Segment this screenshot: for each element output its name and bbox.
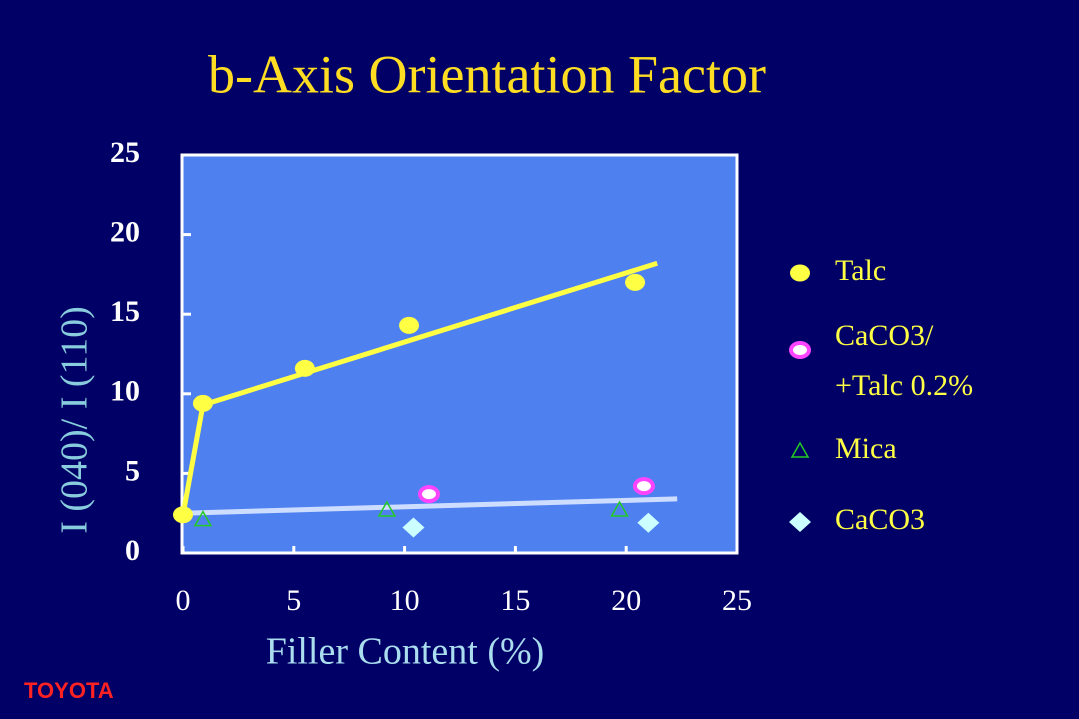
marker xyxy=(789,341,811,359)
x-tick-label: 5 xyxy=(286,584,301,617)
marker xyxy=(402,517,425,538)
marker xyxy=(637,512,660,533)
x-tick-label: 0 xyxy=(176,584,191,617)
legend-label: Talc xyxy=(835,254,886,287)
marker xyxy=(173,506,193,524)
x-tick-label: 15 xyxy=(500,584,530,617)
logo: TOYOTA xyxy=(24,678,114,703)
x-tick-label: 20 xyxy=(611,584,641,617)
y-tick-label: 0 xyxy=(125,534,140,567)
legend-label: CaCO3 xyxy=(835,503,925,536)
marker xyxy=(294,359,315,377)
marker xyxy=(790,441,810,458)
y-tick-label: 15 xyxy=(110,295,140,328)
marker xyxy=(789,512,811,532)
marker xyxy=(399,316,420,334)
plot-area xyxy=(180,153,739,555)
chart-title: b-Axis Orientation Factor xyxy=(208,44,766,104)
marker xyxy=(632,477,655,496)
marker xyxy=(625,273,646,291)
legend-label-line: +Talc 0.2% xyxy=(835,369,973,402)
marker xyxy=(417,485,440,504)
x-tick-label: 25 xyxy=(722,584,752,617)
marker xyxy=(192,394,213,412)
legend-label: Mica xyxy=(835,432,897,465)
marker xyxy=(610,500,629,517)
fit-line xyxy=(182,496,678,516)
y-tick-label: 25 xyxy=(110,136,140,169)
y-tick-label: 10 xyxy=(110,375,140,408)
y-tick-label: 5 xyxy=(125,454,140,487)
legend-label-line: CaCO3/ xyxy=(835,319,934,352)
y-axis-label: I (040)/ I (110) xyxy=(54,306,96,534)
marker xyxy=(790,264,810,282)
x-axis-label: Filler Content (%) xyxy=(266,631,545,673)
marker xyxy=(377,500,397,517)
x-tick-label: 10 xyxy=(390,584,420,617)
legend-label: CaCO3/ +Talc 0.2% xyxy=(835,319,973,402)
marker xyxy=(193,510,213,527)
y-tick-label: 20 xyxy=(110,215,140,248)
